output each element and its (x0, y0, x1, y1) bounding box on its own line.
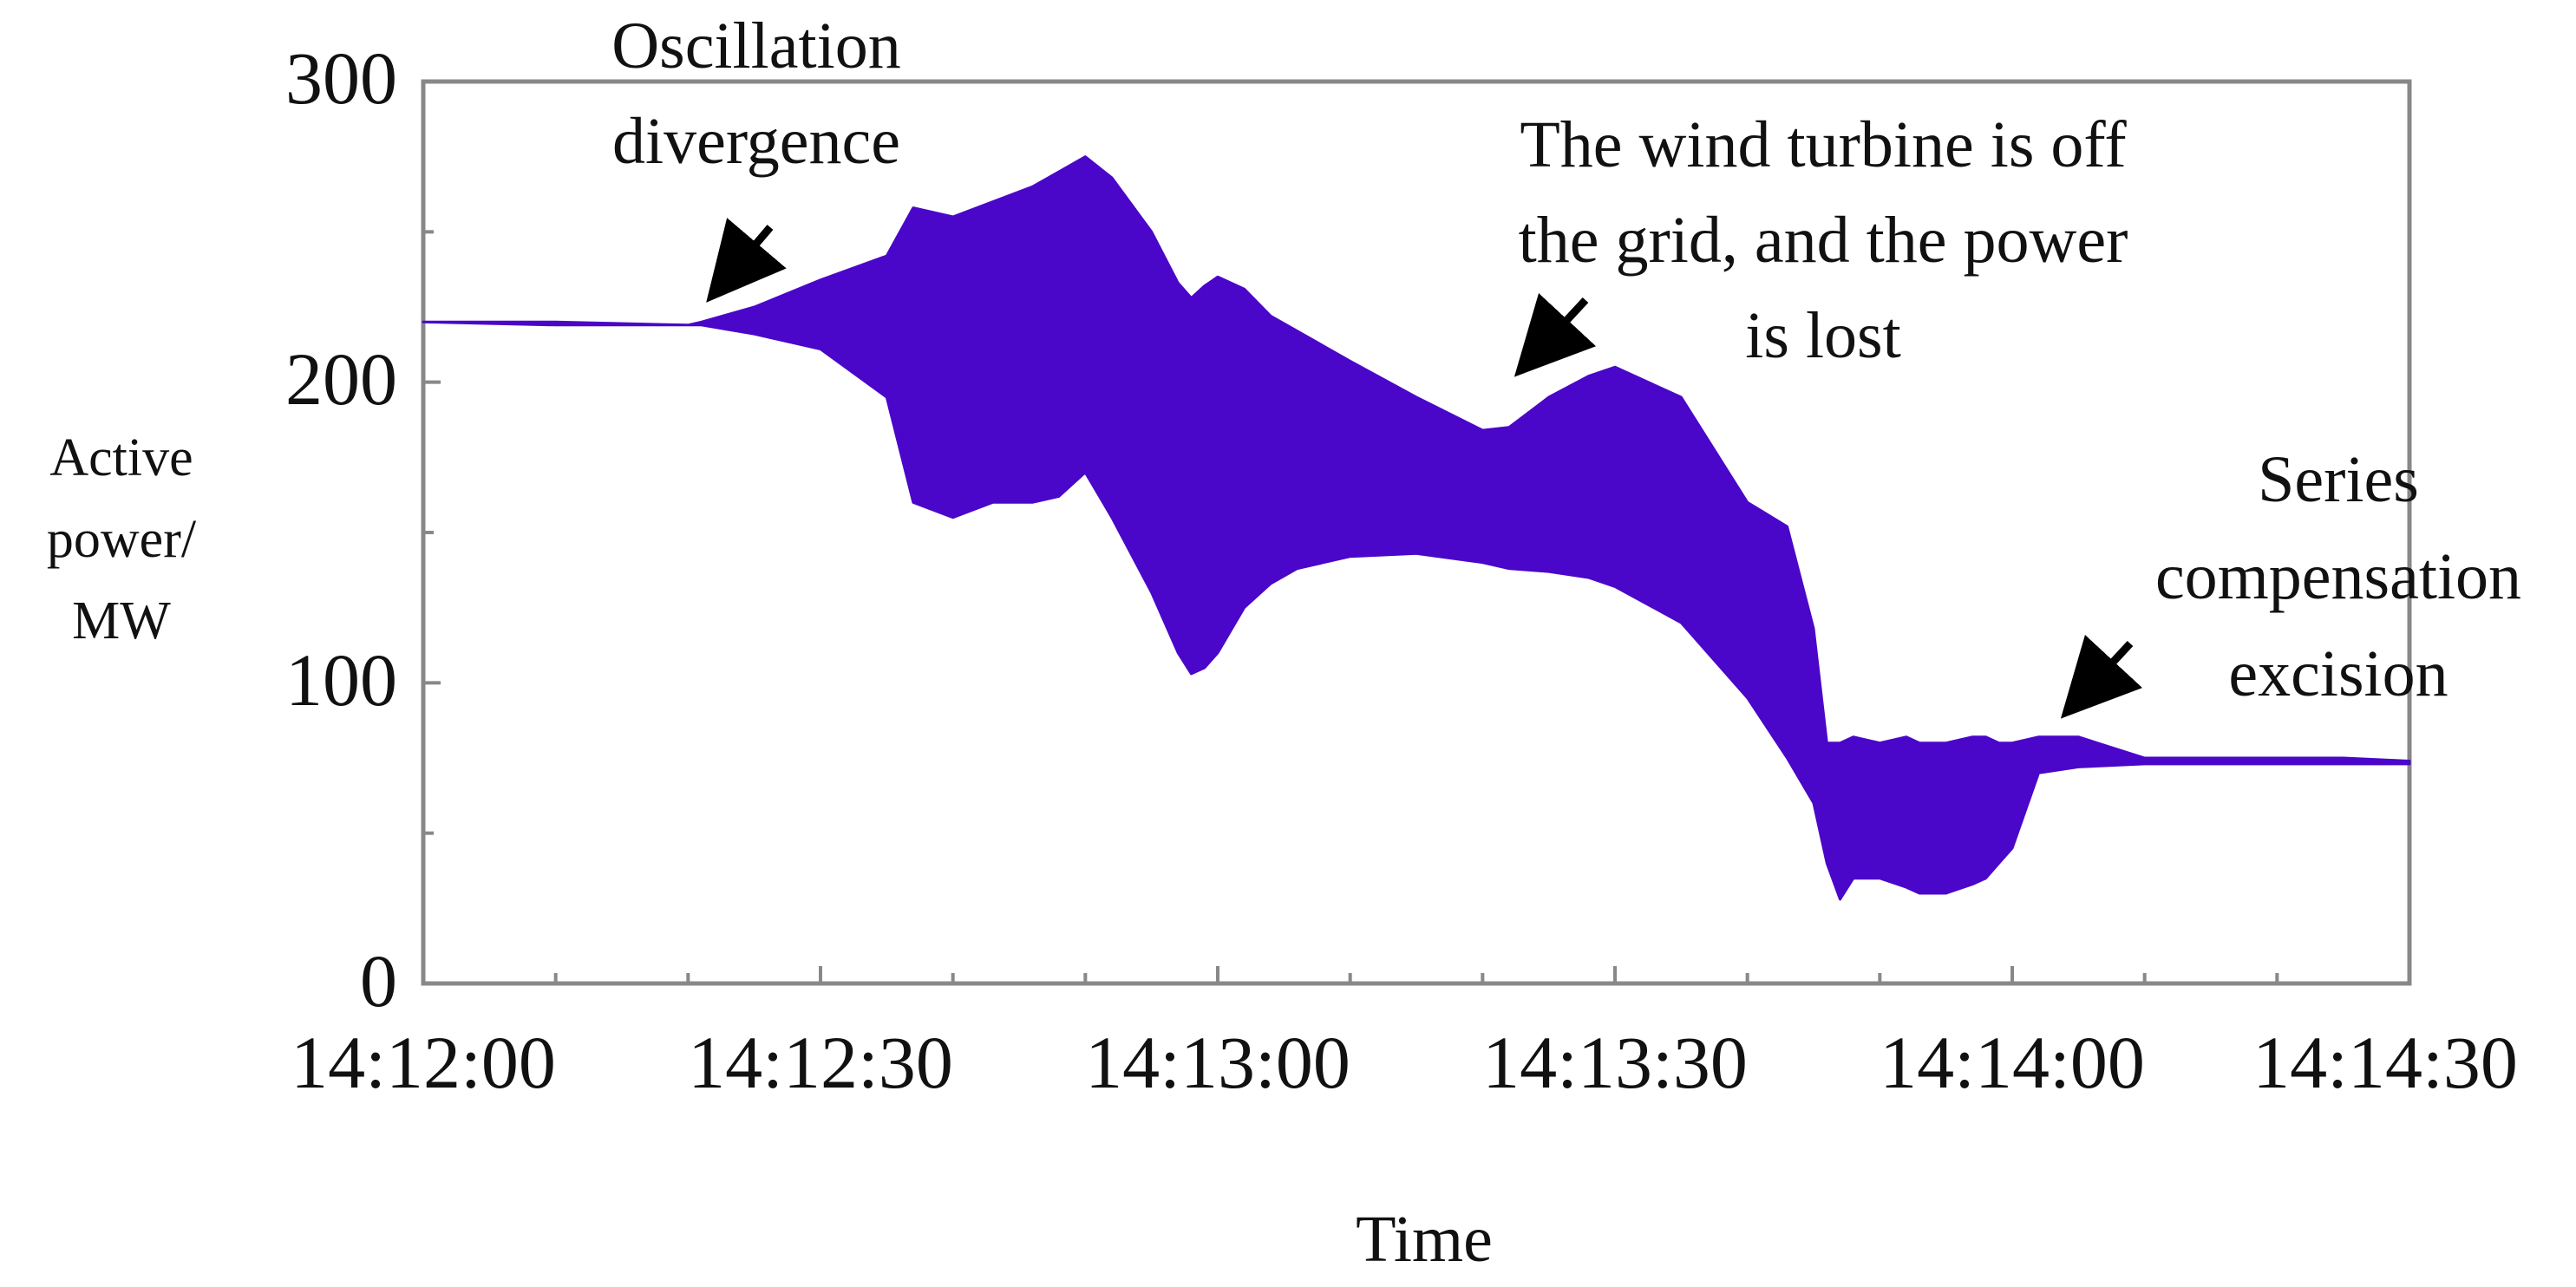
annotation-series-compensation-arrow (2060, 634, 2143, 719)
y-tick-label-300: 300 (285, 36, 397, 120)
annotation-wind-turbine: The wind turbine is off the grid, and th… (1514, 108, 2128, 377)
x-tick-labels: 14:12:00 14:12:30 14:13:00 14:13:30 14:1… (291, 1021, 2518, 1104)
annotation-series-compensation-line-1: Series (2258, 443, 2419, 516)
annotation-oscillation-arrow (706, 218, 787, 303)
annotation-series-compensation: Series compensation excision (2060, 443, 2521, 719)
x-axis-label: Time (1356, 1203, 1493, 1276)
tick-layer (422, 80, 2411, 985)
x-tick-label-141300: 14:13:00 (1085, 1021, 1350, 1104)
x-tick-label-141330: 14:13:30 (1482, 1021, 1748, 1104)
y-tick-label-0: 0 (360, 939, 397, 1022)
annotation-oscillation-line-1: Oscillation (611, 10, 901, 82)
x-tick-label-141200: 14:12:00 (291, 1021, 556, 1104)
annotation-wind-turbine-line-3: is lost (1745, 299, 1901, 372)
annotation-series-compensation-line-3: excision (2228, 637, 2448, 710)
y-tick-label-200: 200 (285, 337, 397, 421)
annotation-wind-turbine-line-2: the grid, and the power (1519, 204, 2128, 277)
annotation-series-compensation-line-2: compensation (2155, 540, 2521, 613)
y-axis-label: Active power/ MW (47, 428, 197, 650)
data-layer (422, 155, 2411, 901)
annotation-wind-turbine-arrow (1514, 293, 1597, 377)
y-tick-label-100: 100 (285, 638, 397, 722)
x-tick-label-141230: 14:12:30 (688, 1021, 953, 1104)
x-tick-label-141400: 14:14:00 (1880, 1021, 2145, 1104)
y-tick-labels: 0 100 200 300 (285, 36, 397, 1022)
annotation-oscillation-line-2: divergence (612, 105, 900, 178)
annotation-oscillation: Oscillation divergence (611, 10, 901, 303)
annotation-wind-turbine-line-1: The wind turbine is off (1520, 108, 2127, 181)
y-axis-label-line-2: power/ (47, 510, 197, 569)
y-axis-label-line-3: MW (72, 591, 171, 650)
x-tick-label-141430: 14:14:30 (2252, 1021, 2518, 1104)
power-band-0 (422, 155, 2411, 901)
y-axis-label-line-1: Active (49, 428, 193, 487)
